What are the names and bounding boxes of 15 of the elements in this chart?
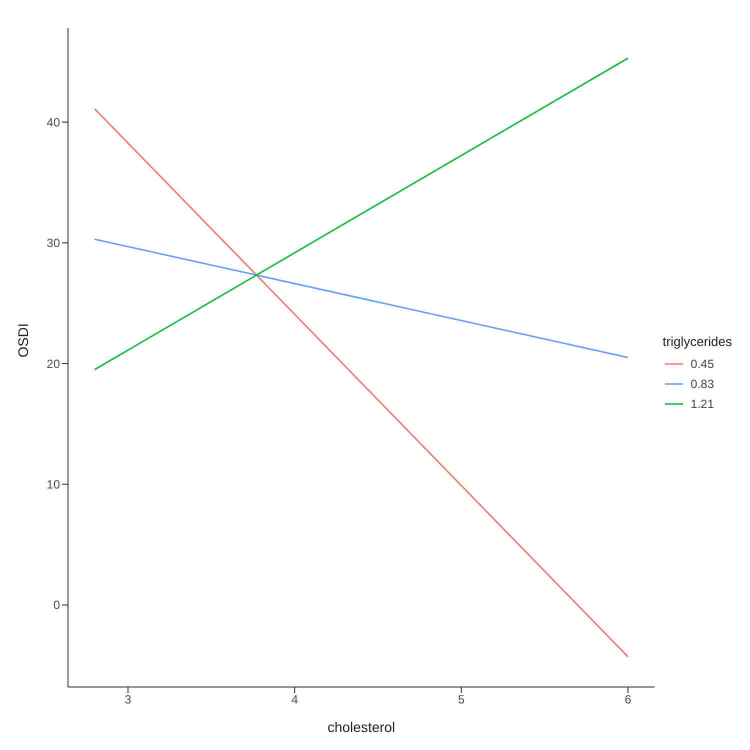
y-tick-label: 40 <box>46 115 60 130</box>
x-tick-label: 3 <box>124 692 132 707</box>
y-tick-label: 20 <box>46 356 60 371</box>
x-tick-label: 4 <box>291 692 298 707</box>
y-tick-label: 30 <box>46 236 60 250</box>
y-tick-label: 10 <box>46 477 60 492</box>
x-axis-title: cholesterol <box>327 719 396 735</box>
legend-title: triglycerides <box>662 334 732 348</box>
x-tick-label: 5 <box>458 692 465 707</box>
y-axis-title: OSDI <box>14 323 31 358</box>
y-tick-label: 0 <box>53 598 60 612</box>
x-tick-label: 6 <box>624 692 632 707</box>
legend-label: 0.83 <box>690 376 714 390</box>
legend-label: 0.45 <box>690 356 714 370</box>
legend-label: 1.21 <box>690 396 714 410</box>
